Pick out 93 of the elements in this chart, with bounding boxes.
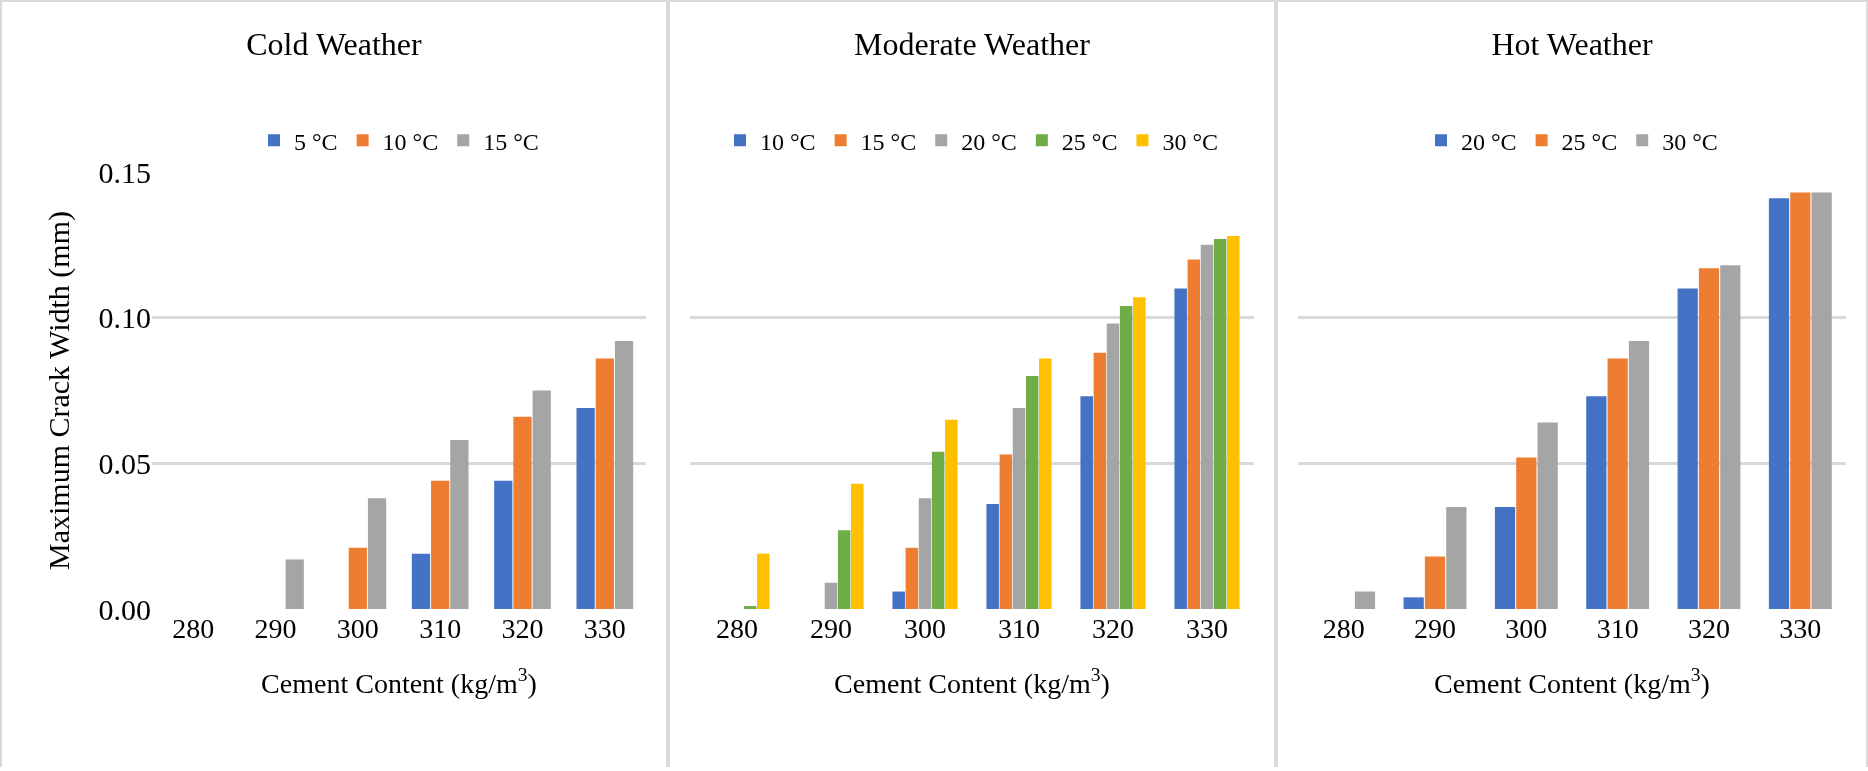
x-tick-label: 290 (1414, 613, 1456, 644)
x-tick-label: 300 (1505, 613, 1548, 644)
legend-label: 5 °C (294, 128, 338, 155)
bar (1093, 352, 1107, 609)
bar (1586, 396, 1607, 609)
legend-label: 10 °C (760, 128, 816, 155)
bar (1174, 288, 1187, 609)
bar (918, 498, 932, 609)
x-tick-label: 320 (1092, 613, 1134, 644)
bar (1200, 244, 1214, 609)
bar (905, 547, 919, 609)
bar (1424, 556, 1446, 609)
legend-label: 15 °C (860, 128, 917, 155)
bar (1025, 375, 1039, 609)
x-axis-title: Cement Content (kg/m$^{3}$) (1434, 664, 1710, 700)
legend-label: 10 °C (382, 128, 439, 155)
bar (367, 498, 387, 609)
bar (1119, 306, 1133, 609)
x-tick-label: 300 (904, 613, 946, 644)
bar (757, 553, 770, 609)
bar (348, 547, 367, 609)
bar (1213, 239, 1227, 609)
bar (743, 606, 757, 609)
bar (1354, 591, 1376, 609)
bar (1403, 597, 1424, 609)
x-tick-label: 330 (583, 613, 626, 644)
bar (1039, 358, 1052, 609)
bar (614, 340, 634, 609)
x-tick-label: 280 (1322, 613, 1365, 644)
bar (1106, 323, 1120, 609)
bar (1187, 259, 1201, 609)
y-tick-label: 0.00 (98, 592, 151, 626)
bar (1537, 422, 1558, 609)
bar (1080, 396, 1093, 609)
x-tick-label: 300 (336, 613, 379, 644)
x-tick-label: 310 (1596, 613, 1639, 644)
bar (1790, 192, 1811, 609)
bar (532, 390, 551, 609)
bar (1607, 358, 1628, 609)
x-tick-label: 290 (254, 613, 297, 644)
legend-label: 15 °C (483, 128, 539, 155)
y-axis-title: Maximum Crack Width (mm) (41, 210, 76, 571)
x-axis-title: Cement Content (kg/m$^{3}$) (261, 664, 537, 700)
bar (1012, 407, 1026, 609)
bar (450, 440, 469, 609)
bar (1516, 457, 1537, 609)
x-tick-label: 330 (1779, 613, 1822, 644)
x-tick-label: 280 (716, 613, 758, 644)
chart-title: Hot Weather (1491, 26, 1653, 63)
bar (1720, 265, 1741, 609)
bar (431, 480, 450, 609)
chart-title: Moderate Weather (854, 26, 1091, 63)
legend-label: 25 °C (1061, 128, 1118, 155)
bar (892, 591, 905, 609)
chart-title: Cold Weather (246, 26, 423, 63)
legend-label: 20 °C (961, 128, 1017, 155)
bar (1494, 507, 1516, 609)
x-tick-label: 310 (998, 613, 1040, 644)
bar (851, 483, 864, 609)
bar (837, 530, 851, 609)
bar (1677, 288, 1698, 609)
bar (1628, 340, 1650, 609)
y-tick-label: 0.10 (98, 301, 151, 335)
bar (986, 504, 999, 609)
x-tick-label: 310 (419, 613, 462, 644)
bar (1768, 198, 1790, 609)
bar (1227, 236, 1240, 609)
legend-label: 30 °C (1162, 128, 1219, 155)
legend-label: 25 °C (1561, 128, 1618, 155)
bar (931, 451, 945, 609)
bar (1133, 297, 1146, 609)
x-tick-label: 330 (1186, 613, 1228, 644)
x-tick-label: 290 (810, 613, 852, 644)
legend-label: 30 °C (1662, 128, 1718, 155)
bar (1698, 268, 1720, 609)
bar (999, 454, 1013, 609)
bar (945, 419, 958, 609)
bar (595, 358, 614, 609)
x-axis-title: Cement Content (kg/m$^{3}$) (834, 664, 1110, 700)
legend-label: 20 °C (1461, 128, 1517, 155)
bar (285, 559, 304, 609)
x-tick-label: 320 (501, 613, 544, 644)
bar (513, 416, 532, 609)
x-tick-label: 280 (172, 613, 215, 644)
x-tick-label: 320 (1688, 613, 1730, 644)
bar (494, 480, 513, 609)
bar (411, 553, 431, 609)
bar (824, 582, 838, 609)
y-tick-label: 0.05 (98, 446, 151, 480)
bar (1446, 507, 1467, 609)
y-tick-label: 0.15 (98, 155, 151, 189)
bar (1811, 192, 1832, 609)
bar (576, 407, 595, 609)
